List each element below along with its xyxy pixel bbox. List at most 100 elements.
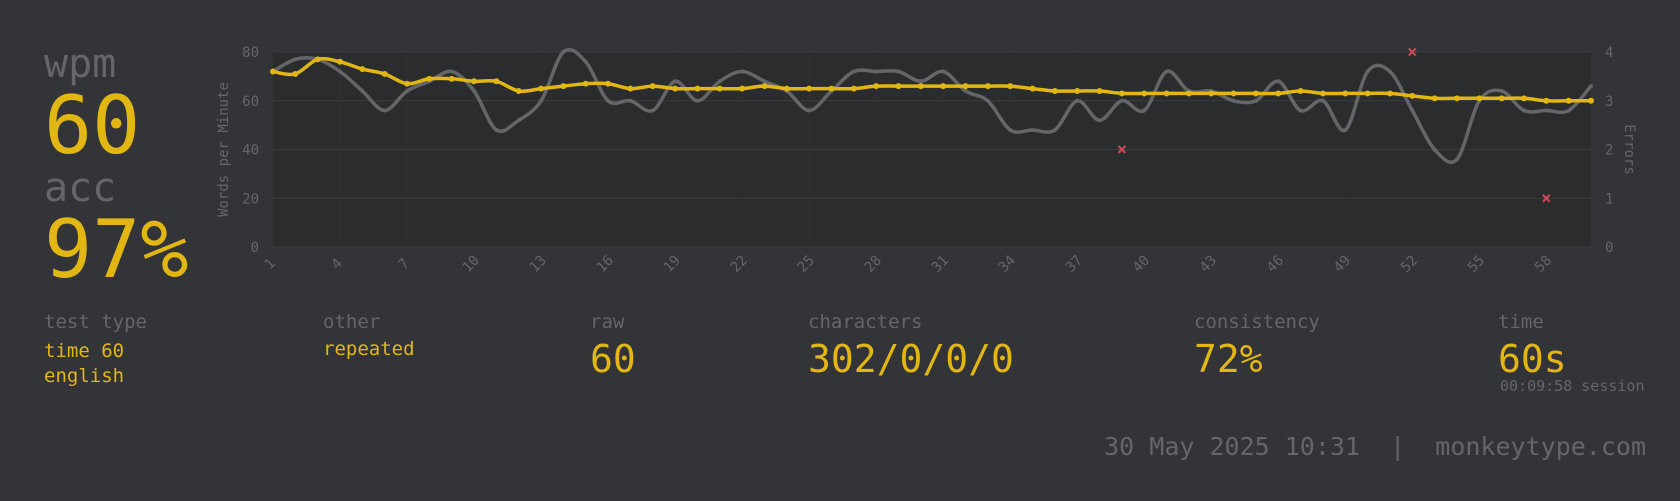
error-marker[interactable] xyxy=(1408,47,1417,57)
raw-point[interactable] xyxy=(472,89,477,93)
raw-point[interactable] xyxy=(985,98,990,103)
raw-point[interactable] xyxy=(1276,79,1281,84)
wpm-point[interactable] xyxy=(359,66,366,73)
raw-point[interactable] xyxy=(695,98,700,103)
raw-point[interactable] xyxy=(1253,98,1258,103)
raw-point[interactable] xyxy=(583,59,588,64)
raw-point[interactable] xyxy=(1454,157,1459,162)
raw-point[interactable] xyxy=(918,79,923,84)
wpm-point[interactable] xyxy=(716,85,723,92)
wpm-point[interactable] xyxy=(649,83,656,90)
raw-point[interactable] xyxy=(561,50,566,54)
raw-point[interactable] xyxy=(1387,69,1392,74)
wpm-point[interactable] xyxy=(761,83,768,90)
wpm-point[interactable] xyxy=(672,85,679,92)
raw-point[interactable] xyxy=(762,79,767,84)
raw-point[interactable] xyxy=(1097,118,1102,123)
raw-point[interactable] xyxy=(1499,89,1504,93)
wpm-point[interactable] xyxy=(873,83,880,90)
wpm-point[interactable] xyxy=(1275,90,1282,97)
wpm-point[interactable] xyxy=(448,75,455,82)
raw-point[interactable] xyxy=(1544,108,1549,113)
wpm-point[interactable] xyxy=(1565,97,1572,104)
wpm-point[interactable] xyxy=(1520,95,1527,102)
raw-point[interactable] xyxy=(673,79,678,84)
raw-point[interactable] xyxy=(963,89,968,93)
raw-point[interactable] xyxy=(1410,108,1415,113)
wpm-point[interactable] xyxy=(404,80,411,87)
raw-point[interactable] xyxy=(1119,98,1124,103)
wpm-point[interactable] xyxy=(984,83,991,90)
wpm-point[interactable] xyxy=(1051,88,1058,94)
wpm-point[interactable] xyxy=(1007,83,1014,90)
wpm-point[interactable] xyxy=(1252,90,1259,97)
raw-point[interactable] xyxy=(1075,98,1080,103)
raw-point[interactable] xyxy=(650,108,655,113)
raw-point[interactable] xyxy=(1343,128,1348,132)
raw-point[interactable] xyxy=(1589,84,1593,89)
wpm-point[interactable] xyxy=(1230,90,1237,97)
raw-point[interactable] xyxy=(1030,128,1035,132)
wpm-point[interactable] xyxy=(694,85,701,92)
raw-point[interactable] xyxy=(360,89,365,93)
wpm-point[interactable] xyxy=(1453,95,1460,102)
wpm-point[interactable] xyxy=(1074,88,1081,94)
raw-point[interactable] xyxy=(1432,147,1437,152)
wpm-point[interactable] xyxy=(314,56,321,63)
wpm-point[interactable] xyxy=(582,80,589,87)
raw-point[interactable] xyxy=(1231,98,1236,103)
wpm-point[interactable] xyxy=(895,83,902,90)
wpm-point[interactable] xyxy=(1588,97,1594,104)
wpm-point[interactable] xyxy=(1185,90,1192,97)
raw-point[interactable] xyxy=(338,69,343,74)
raw-point[interactable] xyxy=(628,98,633,103)
wpm-point[interactable] xyxy=(1498,95,1505,102)
wpm-point[interactable] xyxy=(1319,90,1326,97)
raw-point[interactable] xyxy=(851,69,856,74)
wpm-point[interactable] xyxy=(605,80,612,87)
wpm-point[interactable] xyxy=(471,78,478,85)
wpm-point[interactable] xyxy=(1431,95,1438,102)
consistency-value[interactable]: 72% xyxy=(1194,337,1263,381)
raw-point[interactable] xyxy=(1008,128,1013,132)
wpm-point[interactable] xyxy=(917,83,924,90)
raw-point[interactable] xyxy=(1164,69,1169,74)
wpm-point[interactable] xyxy=(560,83,567,90)
raw-point[interactable] xyxy=(874,69,879,74)
raw-point[interactable] xyxy=(1298,108,1303,113)
raw-point[interactable] xyxy=(896,69,901,74)
raw-point[interactable] xyxy=(1521,108,1526,113)
raw-point[interactable] xyxy=(405,89,410,93)
wpm-point[interactable] xyxy=(1141,90,1148,97)
raw-point[interactable] xyxy=(449,69,454,74)
wpm-point[interactable] xyxy=(493,78,500,85)
wpm-point[interactable] xyxy=(962,83,969,90)
wpm-point[interactable] xyxy=(337,58,344,65)
raw-point[interactable] xyxy=(1566,108,1571,113)
error-marker[interactable] xyxy=(1542,193,1551,203)
wpm-point[interactable] xyxy=(515,88,522,94)
wpm-point[interactable] xyxy=(1208,90,1215,97)
raw-point[interactable] xyxy=(1052,128,1057,132)
wpm-point[interactable] xyxy=(1096,88,1103,94)
wpm-point[interactable] xyxy=(1029,85,1036,92)
wpm-point[interactable] xyxy=(739,85,746,92)
wpm-point[interactable] xyxy=(1364,90,1371,97)
raw-point[interactable] xyxy=(1142,108,1147,113)
wpm-point[interactable] xyxy=(1543,97,1550,104)
wpm-point[interactable] xyxy=(1118,90,1125,97)
wpm-point[interactable] xyxy=(806,85,813,92)
time-value[interactable]: 60s xyxy=(1498,337,1567,381)
raw-point[interactable] xyxy=(1365,69,1370,74)
wpm-point[interactable] xyxy=(381,70,388,77)
raw-point[interactable] xyxy=(941,69,946,74)
wpm-point[interactable] xyxy=(828,85,835,92)
raw-point[interactable] xyxy=(293,57,298,62)
characters-value[interactable]: 302/0/0/0 xyxy=(808,337,1014,381)
wpm-point[interactable] xyxy=(1163,90,1170,97)
raw-point[interactable] xyxy=(516,118,521,123)
wpm-point[interactable] xyxy=(940,83,947,90)
wpm-point[interactable] xyxy=(270,68,276,75)
wpm-point[interactable] xyxy=(1342,90,1349,97)
